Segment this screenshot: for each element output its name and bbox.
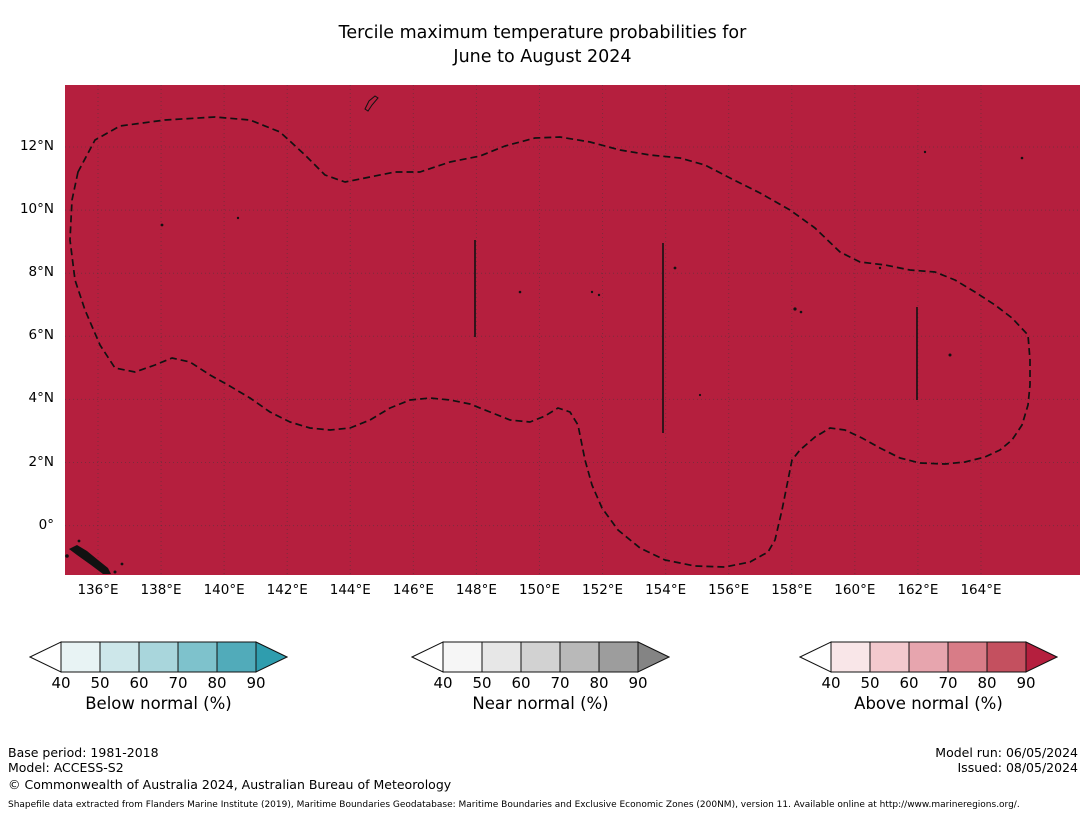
colorbar-segment	[138, 641, 179, 673]
lon-tick-label: 144°E	[329, 582, 371, 598]
colorbar-segment	[986, 641, 1027, 673]
colorbar-tick-label: 40	[821, 674, 841, 692]
colorbar-right-arrow	[255, 641, 288, 673]
above-normal-colorbar-ticks: 40 50 60 70 80 90	[799, 674, 1058, 693]
colorbar-segment	[442, 641, 483, 673]
footer-model-info: Base period: 1981-2018 Model: ACCESS-S2	[8, 745, 159, 775]
colorbar-tick-label: 50	[90, 674, 110, 692]
lon-tick-label: 158°E	[771, 582, 813, 598]
lat-tick-label: 2°N	[28, 453, 54, 470]
colorbar-segment	[830, 641, 871, 673]
colorbar-left-arrow	[411, 641, 444, 673]
colorbar-segment	[559, 641, 600, 673]
colorbar-tick-label: 80	[207, 674, 227, 692]
colorbar-tick-label: 80	[977, 674, 997, 692]
lon-tick-label: 140°E	[203, 582, 245, 598]
map-gridlines	[65, 85, 1080, 575]
page-title-line1: Tercile maximum temperature probabilitie…	[338, 23, 747, 43]
below-normal-colorbar	[29, 641, 288, 673]
colorbar-tick-label: 60	[129, 674, 149, 692]
colorbar-tick-label: 90	[246, 674, 266, 692]
latitude-axis: 12°N 10°N 8°N 6°N 4°N 2°N 0°	[0, 85, 58, 575]
lon-tick-label: 162°E	[897, 582, 939, 598]
legend-above-normal: 40 50 60 70 80 90 Above normal (%)	[799, 641, 1058, 713]
island-outline	[364, 95, 379, 112]
colorbar-segment	[216, 641, 257, 673]
lat-tick-label: 0°	[38, 516, 54, 533]
lat-tick-label: 8°N	[28, 264, 54, 281]
lon-tick-label: 160°E	[834, 582, 876, 598]
map-ocean-fill	[65, 85, 1080, 575]
copyright-text: © Commonwealth of Australia 2024, Austra…	[8, 777, 452, 792]
model-run-text: Model run: 06/05/2024	[935, 745, 1078, 760]
lon-tick-label: 156°E	[708, 582, 750, 598]
legend-near-normal: 40 50 60 70 80 90 Near normal (%)	[411, 641, 670, 713]
near-normal-colorbar-ticks: 40 50 60 70 80 90	[411, 674, 670, 693]
colorbar-segment	[908, 641, 949, 673]
colorbar-tick-label: 70	[550, 674, 570, 692]
model-text: Model: ACCESS-S2	[8, 760, 124, 775]
colorbar-segment	[520, 641, 561, 673]
colorbar-segment	[869, 641, 910, 673]
islands	[65, 95, 1024, 574]
colorbar-right-arrow	[1025, 641, 1058, 673]
above-normal-label: Above normal (%)	[854, 694, 1003, 713]
colorbar-left-arrow	[799, 641, 832, 673]
colorbar-tick-label: 80	[589, 674, 609, 692]
lon-tick-label: 152°E	[582, 582, 624, 598]
colorbar-tick-label: 90	[1016, 674, 1036, 692]
colorbar-tick-label: 50	[472, 674, 492, 692]
page-title-line2: June to August 2024	[453, 47, 632, 67]
colorbar-segment	[947, 641, 988, 673]
near-normal-label: Near normal (%)	[472, 694, 609, 713]
map-panel	[65, 85, 1080, 575]
lat-tick-label: 10°N	[19, 201, 54, 218]
base-period-text: Base period: 1981-2018	[8, 745, 159, 760]
lon-tick-label: 154°E	[645, 582, 687, 598]
colorbar-segment	[99, 641, 140, 673]
colorbar-segment	[177, 641, 218, 673]
above-normal-colorbar	[799, 641, 1058, 673]
below-normal-colorbar-ticks: 40 50 60 70 80 90	[29, 674, 288, 693]
lon-tick-label: 150°E	[518, 582, 561, 598]
lat-tick-label: 12°N	[19, 138, 54, 154]
lon-tick-label: 146°E	[392, 582, 434, 598]
eez-boundary-dashed	[69, 116, 1031, 568]
colorbar-tick-label: 40	[433, 674, 453, 692]
footer-run-info: Model run: 06/05/2024 Issued: 08/05/2024	[935, 745, 1078, 775]
near-normal-colorbar	[411, 641, 670, 673]
lon-tick-label: 136°E	[77, 582, 119, 598]
below-normal-label: Below normal (%)	[85, 694, 232, 713]
longitude-axis: 136°E 138°E 140°E 142°E 144°E 146°E 148°E 150°E…	[65, 582, 1080, 602]
lon-tick-label: 138°E	[140, 582, 182, 598]
island-group	[69, 545, 111, 574]
lon-tick-label: 142°E	[266, 582, 308, 598]
colorbar-tick-label: 70	[938, 674, 958, 692]
lat-tick-label: 4°N	[28, 390, 54, 407]
probability-map	[65, 85, 1080, 575]
colorbar-right-arrow	[637, 641, 670, 673]
colorbar-segment	[481, 641, 522, 673]
colorbar-tick-label: 60	[511, 674, 531, 692]
lat-tick-label: 6°N	[28, 327, 54, 344]
lon-tick-label: 148°E	[455, 582, 497, 598]
colorbar-tick-label: 60	[899, 674, 919, 692]
colorbar-tick-label: 50	[860, 674, 880, 692]
colorbar-left-arrow	[29, 641, 62, 673]
shapefile-attribution-text: Shapefile data extracted from Flanders M…	[8, 800, 1020, 810]
colorbar-segment	[598, 641, 639, 673]
colorbar-tick-label: 40	[51, 674, 71, 692]
lon-tick-label: 164°E	[960, 582, 1002, 598]
legend-below-normal: 40 50 60 70 80 90 Below normal (%)	[29, 641, 288, 713]
colorbar-tick-label: 90	[628, 674, 648, 692]
colorbar-segment	[60, 641, 101, 673]
page-title: Tercile maximum temperature probabilitie…	[0, 21, 1085, 69]
issued-text: Issued: 08/05/2024	[957, 760, 1079, 775]
colorbar-tick-label: 70	[168, 674, 188, 692]
